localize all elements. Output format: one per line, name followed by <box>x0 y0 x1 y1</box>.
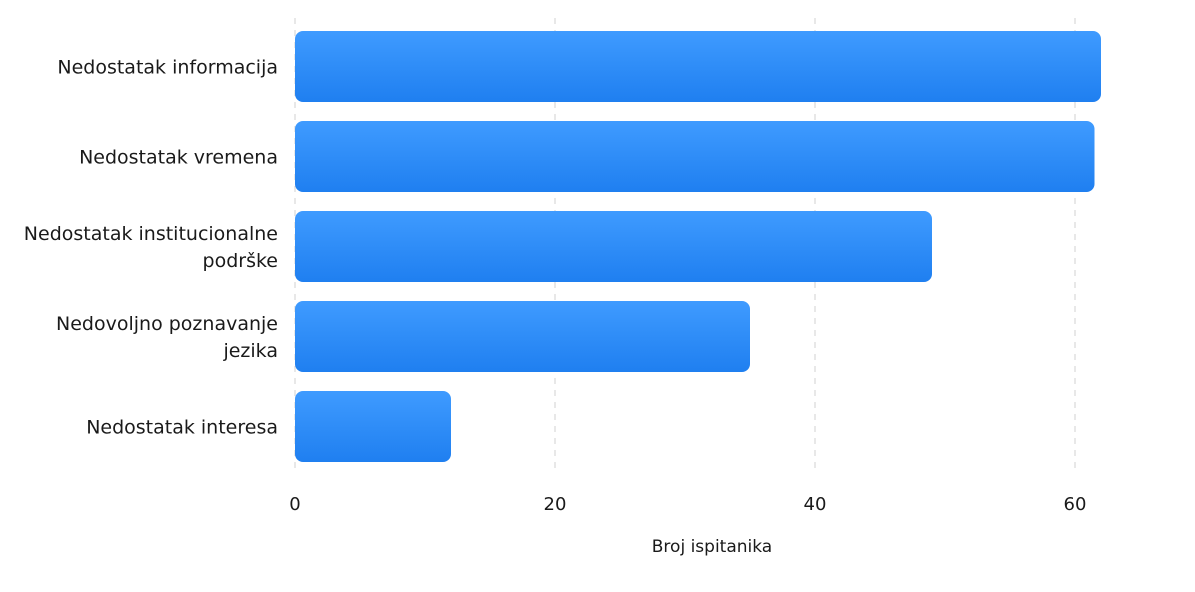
x-tick-labels: 0 20 40 60 <box>289 494 1086 515</box>
category-label-3-line-1: jezika <box>222 340 278 362</box>
category-labels: Nedostatak informacija Nedostatak vremena… <box>24 57 278 439</box>
bar-2 <box>295 211 932 282</box>
x-tick-label-0: 0 <box>289 494 300 515</box>
x-tick-label-2: 40 <box>804 494 827 515</box>
category-label-2: Nedostatak institucionalne podrške <box>24 223 278 272</box>
category-label-1-line-0: Nedostatak vremena <box>79 147 278 169</box>
bar-0 <box>295 31 1101 102</box>
bar-4 <box>295 391 451 462</box>
x-tick-label-3: 60 <box>1064 494 1087 515</box>
category-label-3-line-0: Nedovoljno poznavanje <box>56 313 278 335</box>
category-label-4-line-0: Nedostatak interesa <box>86 417 278 439</box>
x-tick-label-1: 20 <box>544 494 567 515</box>
bars <box>295 31 1101 462</box>
category-label-1: Nedostatak vremena <box>79 147 278 169</box>
category-label-3: Nedovoljno poznavanje jezika <box>56 313 278 362</box>
category-label-0-line-0: Nedostatak informacija <box>57 57 278 79</box>
category-label-2-line-0: Nedostatak institucionalne <box>24 223 278 245</box>
category-label-4: Nedostatak interesa <box>86 417 278 439</box>
category-label-2-line-1: podrške <box>203 250 278 272</box>
bar-1 <box>295 121 1095 192</box>
bar-3 <box>295 301 750 372</box>
x-axis-title: Broj ispitanika <box>652 537 772 557</box>
category-label-0: Nedostatak informacija <box>57 57 278 79</box>
